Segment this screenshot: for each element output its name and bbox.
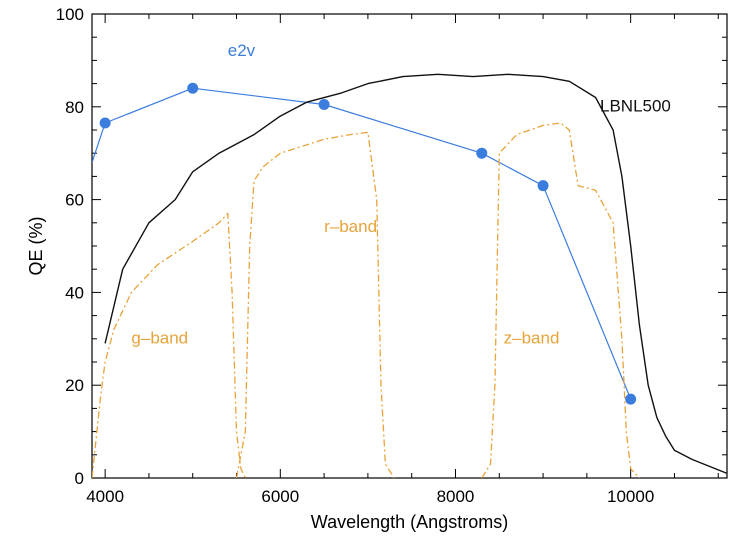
axis-ticks: 4000 6000 8000 10000 0 20 40 60 80 100 bbox=[56, 5, 727, 506]
series-layer bbox=[92, 73, 727, 478]
x-tick-label: 6000 bbox=[261, 487, 299, 506]
e2v-data-point bbox=[187, 82, 199, 94]
series-label-r-band: r–band bbox=[324, 217, 377, 236]
e2v-data-point bbox=[99, 117, 111, 129]
e2v-data-point bbox=[537, 180, 549, 192]
annotation-layer: e2v LBNL500 g–band r–band z–band bbox=[131, 41, 670, 348]
series-label-lbnl500: LBNL500 bbox=[600, 96, 671, 115]
series-label-z-band: z–band bbox=[504, 328, 560, 347]
y-tick-label: 100 bbox=[56, 5, 84, 24]
x-axis-title: Wavelength (Angstroms) bbox=[311, 512, 508, 532]
x-tick-label: 4000 bbox=[86, 487, 124, 506]
y-tick-label: 60 bbox=[65, 191, 84, 210]
series-line-e2v bbox=[92, 87, 632, 400]
y-tick-label: 80 bbox=[65, 98, 84, 117]
series-line-g-band bbox=[92, 212, 246, 478]
marker-layer bbox=[99, 82, 637, 405]
x-tick-label: 10000 bbox=[607, 487, 654, 506]
series-line-r-band bbox=[235, 131, 395, 478]
series-label-e2v: e2v bbox=[228, 41, 256, 60]
y-axis-title: QE (%) bbox=[26, 216, 46, 275]
y-tick-label: 0 bbox=[75, 469, 84, 488]
x-tick-label: 8000 bbox=[437, 487, 475, 506]
series-label-g-band: g–band bbox=[131, 328, 188, 347]
e2v-data-point bbox=[318, 98, 330, 110]
series-line-lbnl500 bbox=[104, 73, 727, 475]
series-line-z-band bbox=[481, 122, 640, 478]
y-tick-label: 40 bbox=[65, 283, 84, 302]
e2v-data-point bbox=[625, 393, 637, 405]
plot-frame bbox=[91, 13, 728, 479]
plot-area: 4000 6000 8000 10000 0 20 40 60 80 100 e2v LBNL500… bbox=[56, 5, 728, 506]
y-tick-label: 20 bbox=[65, 376, 84, 395]
e2v-data-point bbox=[476, 147, 488, 159]
